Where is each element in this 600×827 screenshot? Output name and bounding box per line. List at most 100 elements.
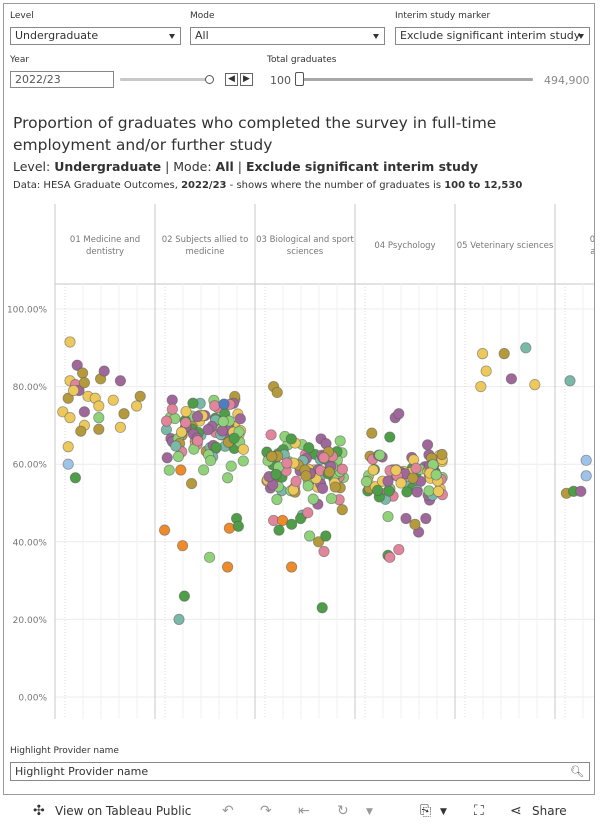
data-point[interactable] <box>217 415 229 428</box>
data-point[interactable] <box>529 379 541 391</box>
data-point[interactable] <box>409 518 421 530</box>
data-point[interactable] <box>320 530 332 542</box>
chevron-down-icon[interactable]: ▼ <box>440 807 447 817</box>
data-point[interactable] <box>205 454 217 467</box>
download-icon[interactable]: ⎘ <box>420 803 432 819</box>
graduates-slider-handle[interactable] <box>295 72 304 86</box>
data-point[interactable] <box>395 477 407 489</box>
data-point[interactable] <box>580 470 592 482</box>
data-point[interactable] <box>290 475 302 487</box>
data-point[interactable] <box>266 450 278 463</box>
mode-select[interactable]: All <box>190 27 385 45</box>
data-point[interactable] <box>273 524 285 536</box>
data-point[interactable] <box>237 443 249 455</box>
data-point[interactable] <box>78 406 91 418</box>
data-point[interactable] <box>384 431 396 443</box>
undo-icon[interactable]: ↶ <box>222 803 234 819</box>
data-point[interactable] <box>228 432 240 444</box>
data-point[interactable] <box>160 415 173 427</box>
data-point[interactable] <box>430 469 442 481</box>
data-point[interactable] <box>98 365 110 377</box>
data-point[interactable] <box>163 464 175 476</box>
share-button[interactable]: Share <box>532 804 567 818</box>
data-point[interactable] <box>366 427 378 439</box>
data-point[interactable] <box>68 384 80 397</box>
data-point[interactable] <box>192 435 204 447</box>
data-point[interactable] <box>334 435 346 447</box>
data-point[interactable] <box>198 464 210 476</box>
data-point[interactable] <box>57 406 69 418</box>
data-point[interactable] <box>480 365 492 377</box>
fullscreen-icon[interactable]: ⛶ <box>474 803 484 819</box>
data-point[interactable] <box>131 400 143 412</box>
data-point[interactable] <box>367 464 379 476</box>
data-point[interactable] <box>294 512 307 525</box>
data-point[interactable] <box>191 411 204 423</box>
data-point[interactable] <box>564 375 576 387</box>
data-point[interactable] <box>382 475 394 487</box>
data-point[interactable] <box>476 348 489 360</box>
data-point[interactable] <box>475 381 487 393</box>
chevron-down-icon[interactable]: ▼ <box>366 807 373 817</box>
data-point[interactable] <box>336 504 348 516</box>
data-point[interactable] <box>423 485 435 497</box>
data-point[interactable] <box>93 412 105 424</box>
data-point[interactable] <box>323 466 335 478</box>
data-point[interactable] <box>303 442 315 454</box>
data-point[interactable] <box>374 449 386 461</box>
data-point[interactable] <box>222 561 234 573</box>
data-point[interactable] <box>270 468 282 481</box>
data-point[interactable] <box>114 421 127 433</box>
data-point[interactable] <box>204 551 216 563</box>
data-point[interactable] <box>180 405 192 418</box>
data-point[interactable] <box>62 441 74 453</box>
view-on-tableau-link[interactable]: View on Tableau Public <box>55 804 192 818</box>
data-point[interactable] <box>384 551 396 563</box>
data-point[interactable] <box>329 481 341 493</box>
year-next-button[interactable]: ▶ <box>240 73 253 86</box>
data-point[interactable] <box>118 408 130 420</box>
data-point[interactable] <box>175 464 187 476</box>
data-point[interactable] <box>410 462 422 474</box>
data-point[interactable] <box>400 512 412 525</box>
data-point[interactable] <box>312 536 325 548</box>
data-point[interactable] <box>271 493 283 506</box>
data-point[interactable] <box>107 394 119 406</box>
data-point[interactable] <box>202 424 214 436</box>
data-point[interactable] <box>218 398 230 410</box>
data-point[interactable] <box>420 512 432 525</box>
data-point[interactable] <box>173 613 185 625</box>
data-point[interactable] <box>302 480 314 492</box>
data-point[interactable] <box>575 485 587 497</box>
data-point[interactable] <box>172 450 184 463</box>
data-point[interactable] <box>316 602 328 614</box>
data-point[interactable] <box>285 561 298 573</box>
data-point[interactable] <box>302 507 314 519</box>
data-point[interactable] <box>161 452 173 464</box>
data-point[interactable] <box>317 482 329 495</box>
data-point[interactable] <box>265 429 277 441</box>
data-point[interactable] <box>232 520 244 532</box>
data-point[interactable] <box>303 530 316 542</box>
revert-icon[interactable]: ⇤ <box>298 803 310 819</box>
highlight-input[interactable]: Highlight Provider name 🔍︎ <box>10 762 590 781</box>
data-point[interactable] <box>285 518 298 530</box>
data-point[interactable] <box>159 524 171 536</box>
data-point[interactable] <box>75 425 87 437</box>
data-point[interactable] <box>498 348 510 360</box>
data-point[interactable] <box>62 458 74 470</box>
data-point[interactable] <box>520 342 532 354</box>
data-point[interactable] <box>505 373 517 385</box>
data-point[interactable] <box>180 417 192 429</box>
data-point[interactable] <box>93 423 105 435</box>
data-point[interactable] <box>64 336 76 348</box>
data-point[interactable] <box>69 472 82 484</box>
data-point[interactable] <box>436 448 448 461</box>
data-point[interactable] <box>300 470 312 482</box>
data-point[interactable] <box>383 485 395 497</box>
data-point[interactable] <box>77 367 89 379</box>
data-point[interactable] <box>307 493 319 505</box>
year-slider-track[interactable] <box>120 78 212 81</box>
data-point[interactable] <box>432 485 444 497</box>
data-point[interactable] <box>580 454 592 466</box>
